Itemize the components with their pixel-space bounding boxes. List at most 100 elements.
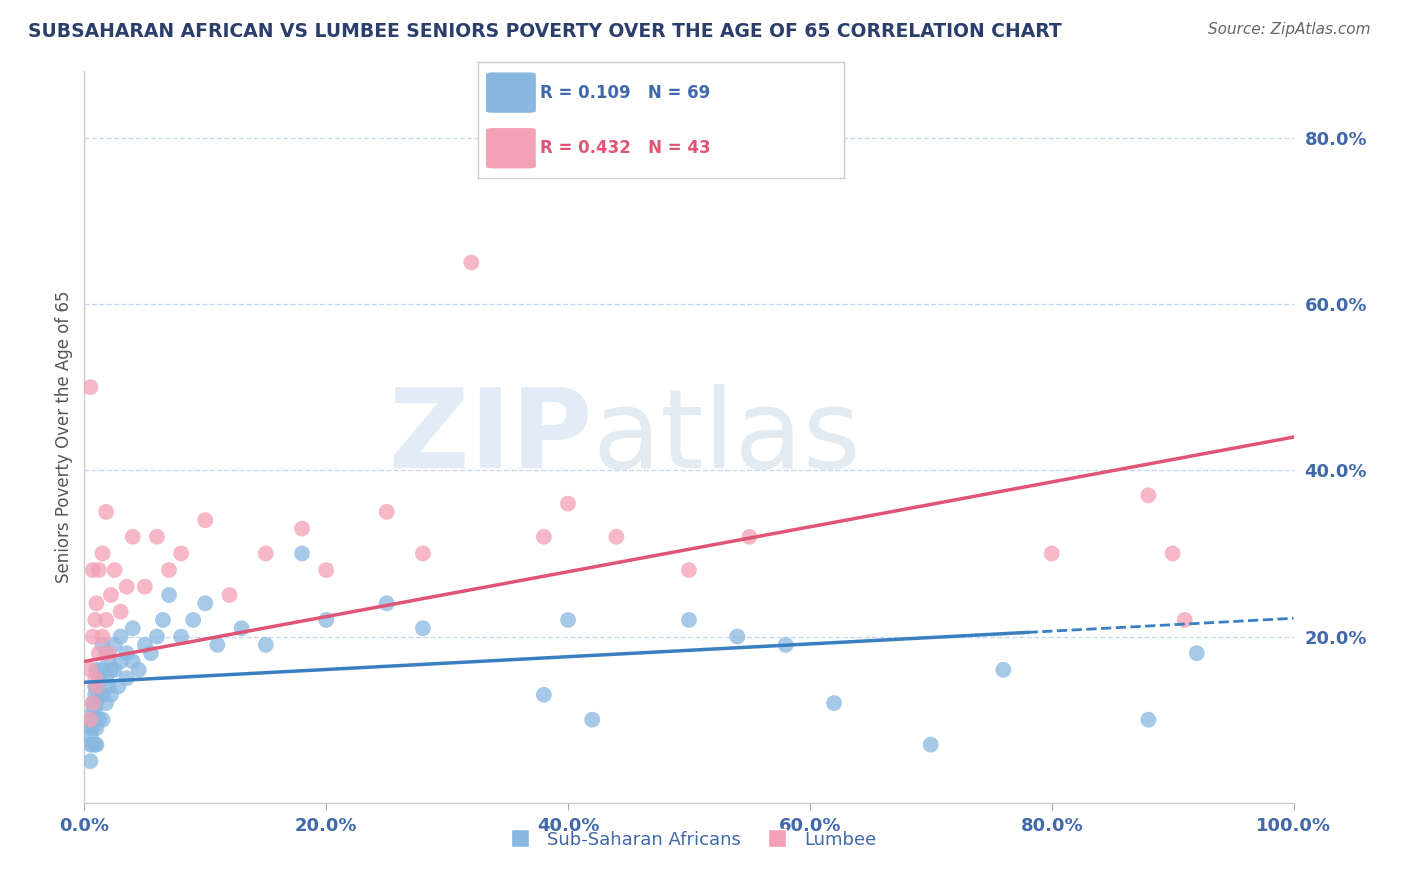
- Point: [605, 530, 627, 544]
- Point: [82, 738, 104, 752]
- Point: [87, 671, 110, 685]
- Point: [84, 705, 107, 719]
- Point: [94, 505, 117, 519]
- Point: [315, 613, 337, 627]
- Point: [82, 696, 104, 710]
- Point: [146, 630, 169, 644]
- Point: [157, 588, 180, 602]
- Point: [157, 563, 180, 577]
- Point: [94, 671, 117, 685]
- Point: [1185, 646, 1208, 660]
- Point: [110, 630, 132, 644]
- Text: ZIP: ZIP: [389, 384, 592, 491]
- Point: [104, 638, 127, 652]
- Text: atlas: atlas: [592, 384, 860, 491]
- Point: [218, 588, 240, 602]
- Point: [533, 688, 555, 702]
- Point: [139, 646, 162, 660]
- Point: [91, 663, 114, 677]
- Point: [79, 713, 101, 727]
- Point: [460, 255, 482, 269]
- Point: [84, 688, 107, 702]
- Point: [194, 513, 217, 527]
- Point: [84, 713, 107, 727]
- FancyBboxPatch shape: [485, 71, 537, 113]
- Point: [207, 638, 229, 652]
- Point: [557, 497, 579, 511]
- Point: [86, 696, 108, 710]
- Point: [87, 563, 110, 577]
- Point: [100, 688, 122, 702]
- Text: Source: ZipAtlas.com: Source: ZipAtlas.com: [1208, 22, 1371, 37]
- Point: [86, 721, 108, 735]
- Point: [146, 530, 169, 544]
- Point: [115, 671, 138, 685]
- Y-axis label: Seniors Poverty Over the Age of 65: Seniors Poverty Over the Age of 65: [55, 291, 73, 583]
- Point: [557, 613, 579, 627]
- Point: [738, 530, 761, 544]
- Point: [91, 713, 114, 727]
- Point: [86, 738, 108, 752]
- Point: [84, 671, 107, 685]
- Point: [79, 380, 101, 394]
- Point: [678, 563, 700, 577]
- Text: R = 0.109   N = 69: R = 0.109 N = 69: [540, 84, 710, 102]
- Point: [110, 655, 132, 669]
- Point: [91, 638, 114, 652]
- Point: [84, 738, 107, 752]
- Point: [775, 638, 797, 652]
- Point: [375, 596, 398, 610]
- Point: [94, 696, 117, 710]
- Point: [115, 646, 138, 660]
- Text: R = 0.432   N = 43: R = 0.432 N = 43: [540, 139, 711, 157]
- Point: [97, 655, 120, 669]
- Point: [79, 663, 101, 677]
- Point: [94, 613, 117, 627]
- Point: [94, 646, 117, 660]
- Point: [86, 680, 108, 694]
- Text: SUBSAHARAN AFRICAN VS LUMBEE SENIORS POVERTY OVER THE AGE OF 65 CORRELATION CHAR: SUBSAHARAN AFRICAN VS LUMBEE SENIORS POV…: [28, 22, 1062, 41]
- Point: [1174, 613, 1197, 627]
- Point: [254, 546, 277, 560]
- Point: [100, 663, 122, 677]
- Point: [79, 738, 101, 752]
- Point: [412, 621, 434, 635]
- Point: [920, 738, 942, 752]
- Point: [533, 530, 555, 544]
- Point: [82, 563, 104, 577]
- Point: [82, 630, 104, 644]
- Point: [115, 580, 138, 594]
- Point: [412, 546, 434, 560]
- Point: [152, 613, 174, 627]
- Point: [97, 646, 120, 660]
- Point: [79, 713, 101, 727]
- Point: [84, 680, 107, 694]
- Point: [87, 646, 110, 660]
- Point: [84, 613, 107, 627]
- Point: [291, 521, 314, 535]
- Point: [86, 596, 108, 610]
- Point: [100, 588, 122, 602]
- Point: [91, 546, 114, 560]
- Point: [194, 596, 217, 610]
- Point: [134, 580, 156, 594]
- Point: [104, 563, 127, 577]
- Point: [121, 621, 143, 635]
- Point: [823, 696, 845, 710]
- Point: [79, 721, 101, 735]
- Point: [82, 705, 104, 719]
- Point: [86, 663, 108, 677]
- Point: [87, 688, 110, 702]
- Point: [170, 546, 193, 560]
- Point: [1137, 713, 1160, 727]
- Point: [375, 505, 398, 519]
- Point: [82, 721, 104, 735]
- Point: [110, 605, 132, 619]
- Point: [1161, 546, 1184, 560]
- Point: [107, 680, 129, 694]
- Point: [315, 563, 337, 577]
- Point: [1040, 546, 1063, 560]
- Point: [104, 663, 127, 677]
- Point: [134, 638, 156, 652]
- Point: [678, 613, 700, 627]
